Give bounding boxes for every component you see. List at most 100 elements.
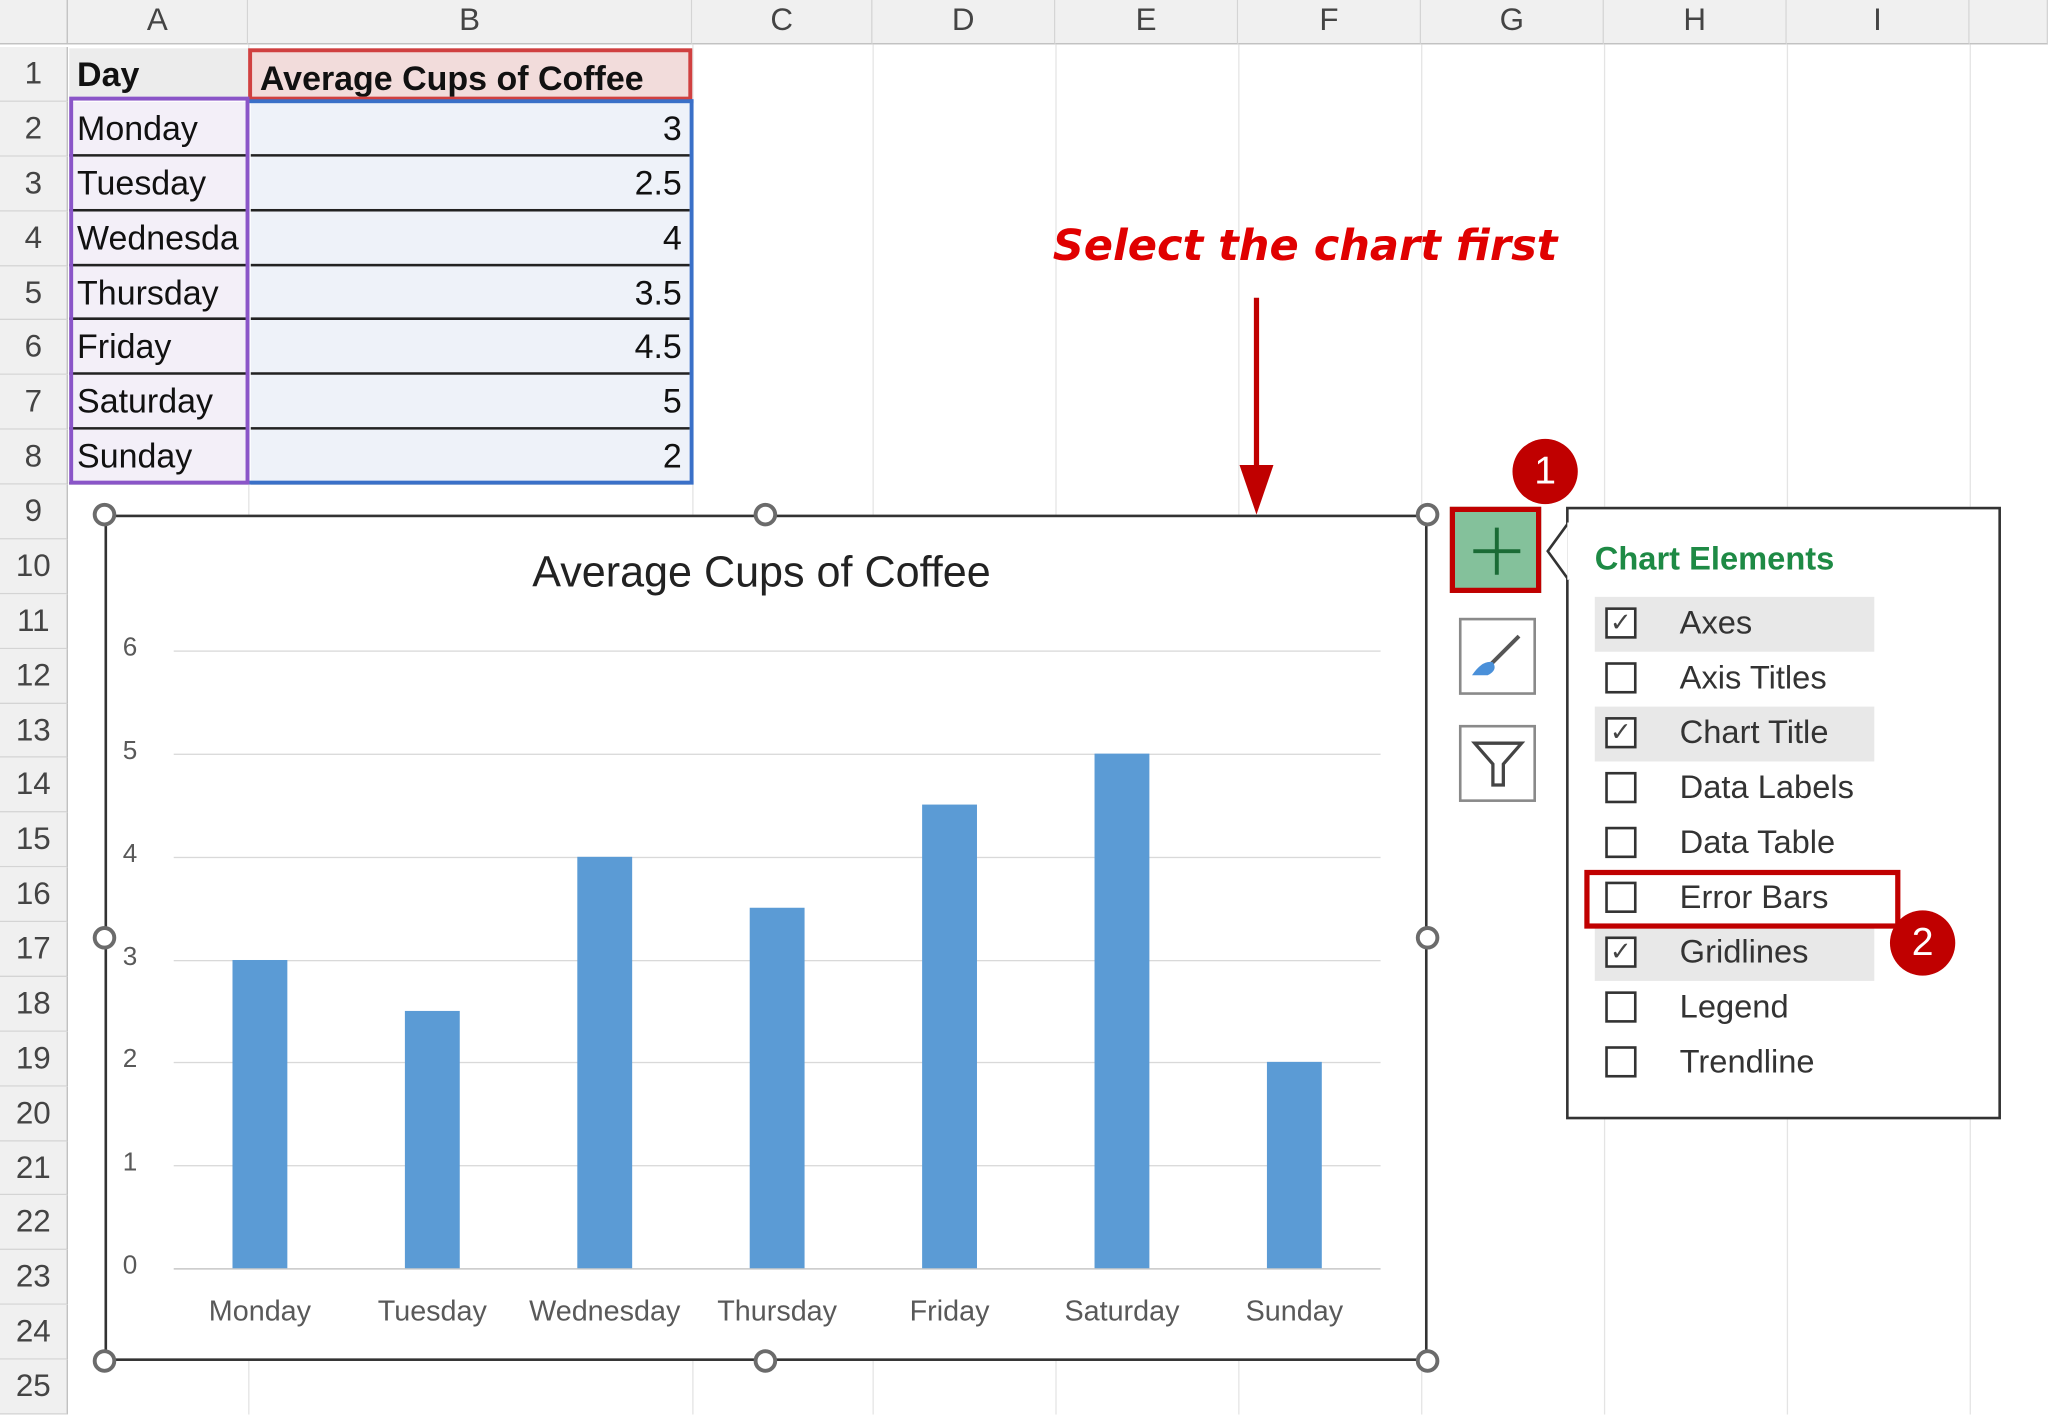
chart-element-trendline[interactable]: Trendline — [1595, 1036, 1875, 1091]
row-header-16[interactable]: 16 — [0, 867, 68, 923]
bar-thursday[interactable] — [749, 907, 805, 1269]
day-cell[interactable]: Friday — [69, 320, 249, 376]
row-header-9[interactable]: 9 — [0, 484, 68, 540]
row-header-6[interactable]: 6 — [0, 320, 68, 376]
row-header-17[interactable]: 17 — [0, 922, 68, 977]
row-header-10[interactable]: 10 — [0, 539, 68, 594]
chart-element-gridlines[interactable]: ✓ Gridlines — [1594, 926, 1875, 981]
chart-element-error-bars[interactable]: Error Bars — [1595, 871, 1875, 926]
header-cell-day[interactable]: Day — [69, 48, 249, 101]
panel-pointer — [1546, 522, 1572, 580]
chart-element-legend[interactable]: Legend — [1595, 981, 1875, 1036]
value-cell[interactable]: 4 — [250, 211, 690, 266]
chart-styles-button[interactable] — [1458, 617, 1536, 695]
column-header-C[interactable]: C — [692, 0, 873, 45]
bar-wednesday[interactable] — [577, 856, 633, 1269]
row-header-22[interactable]: 22 — [0, 1195, 68, 1251]
bar-sunday[interactable] — [1266, 1062, 1322, 1269]
day-cell[interactable]: Saturday — [69, 375, 249, 430]
row-header-15[interactable]: 15 — [0, 812, 68, 868]
y-tick-label: 2 — [122, 1045, 138, 1075]
column-header-extra[interactable] — [1969, 0, 2048, 45]
gridline — [173, 856, 1381, 858]
y-tick-label: 1 — [122, 1148, 138, 1178]
row-header-11[interactable]: 11 — [0, 593, 68, 649]
chart-elements-button[interactable] — [1449, 506, 1542, 593]
column-header-B[interactable]: B — [248, 0, 693, 45]
row-header-21[interactable]: 21 — [0, 1140, 68, 1196]
chart-element-label: Data Labels — [1679, 769, 1854, 806]
row-header-12[interactable]: 12 — [0, 648, 68, 704]
checkbox-checked[interactable]: ✓ — [1605, 717, 1637, 749]
row-header-2[interactable]: 2 — [0, 101, 68, 157]
resize-handle[interactable] — [92, 926, 117, 950]
chart-element-data-table[interactable]: Data Table — [1595, 816, 1875, 871]
row-header-25[interactable]: 25 — [0, 1359, 68, 1415]
checkbox-checked[interactable]: ✓ — [1605, 607, 1637, 639]
column-header-E[interactable]: E — [1055, 0, 1239, 45]
chart-element-axes[interactable]: ✓ Axes — [1594, 596, 1875, 652]
day-cell[interactable]: Tuesday — [69, 156, 249, 212]
value-cell[interactable]: 4.5 — [250, 320, 690, 376]
checkbox[interactable] — [1605, 662, 1637, 694]
select-all-corner[interactable] — [0, 0, 68, 45]
day-cell[interactable]: Wednesda — [69, 211, 249, 266]
value-cell[interactable]: 2.5 — [250, 156, 690, 212]
chart-element-chart-title[interactable]: ✓ Chart Title — [1594, 706, 1875, 762]
row-header-3[interactable]: 3 — [0, 156, 68, 212]
column-header-I[interactable]: I — [1786, 0, 1970, 45]
row-header-23[interactable]: 23 — [0, 1250, 68, 1305]
checkbox-checked[interactable]: ✓ — [1605, 936, 1637, 968]
column-header-F[interactable]: F — [1238, 0, 1422, 45]
checkbox[interactable] — [1605, 991, 1637, 1023]
header-cell-value[interactable]: Average Cups of Coffee — [248, 48, 693, 101]
column-header-H[interactable]: H — [1603, 0, 1787, 45]
chart-filters-button[interactable] — [1458, 724, 1536, 802]
value-cell[interactable]: 3.5 — [250, 265, 690, 321]
bar-saturday[interactable] — [1094, 753, 1150, 1269]
day-cell[interactable]: Thursday — [69, 265, 249, 321]
bar-tuesday[interactable] — [404, 1010, 460, 1269]
row-header-1[interactable]: 1 — [0, 47, 68, 102]
row-header-4[interactable]: 4 — [0, 211, 68, 266]
row-header-7[interactable]: 7 — [0, 375, 68, 430]
range-border-values — [249, 99, 694, 485]
chart-element-axis-titles[interactable]: Axis Titles — [1595, 652, 1875, 707]
chart-element-label: Gridlines — [1679, 933, 1809, 971]
row-header-19[interactable]: 19 — [0, 1031, 68, 1087]
row-header-18[interactable]: 18 — [0, 976, 68, 1032]
resize-handle[interactable] — [1415, 926, 1440, 950]
resize-handle[interactable] — [92, 502, 117, 527]
annotation-arrow — [1239, 297, 1274, 515]
row-header-20[interactable]: 20 — [0, 1086, 68, 1141]
checkbox[interactable] — [1605, 881, 1637, 913]
resize-handle[interactable] — [753, 502, 778, 527]
column-header-A[interactable]: A — [67, 0, 249, 45]
chart-title[interactable]: Average Cups of Coffee — [532, 547, 991, 596]
bar-friday[interactable] — [922, 804, 977, 1269]
resize-handle[interactable] — [1415, 502, 1440, 527]
column-header-G[interactable]: G — [1421, 0, 1604, 45]
chart-element-data-labels[interactable]: Data Labels — [1595, 761, 1875, 816]
range-border-days — [69, 96, 250, 485]
row-header-24[interactable]: 24 — [0, 1304, 68, 1360]
chart-element-label: Trendline — [1679, 1043, 1815, 1081]
resize-handle[interactable] — [1415, 1349, 1440, 1373]
checkbox[interactable] — [1605, 1046, 1637, 1078]
value-cell[interactable]: 3 — [250, 101, 690, 157]
row-header-8[interactable]: 8 — [0, 429, 68, 485]
day-cell[interactable]: Monday — [69, 101, 249, 157]
bar-monday[interactable] — [232, 959, 288, 1269]
row-header-14[interactable]: 14 — [0, 758, 68, 813]
value-cell[interactable]: 2 — [250, 429, 690, 485]
row-header-5[interactable]: 5 — [0, 265, 68, 321]
x-tick-label: Monday — [208, 1294, 312, 1328]
checkbox[interactable] — [1605, 771, 1637, 804]
resize-handle[interactable] — [753, 1349, 778, 1373]
resize-handle[interactable] — [92, 1349, 117, 1373]
checkbox[interactable] — [1605, 826, 1637, 859]
chart-element-label: Axes — [1679, 604, 1753, 642]
value-cell[interactable]: 5 — [250, 375, 690, 430]
column-header-D[interactable]: D — [872, 0, 1056, 45]
row-header-13[interactable]: 13 — [0, 703, 68, 759]
